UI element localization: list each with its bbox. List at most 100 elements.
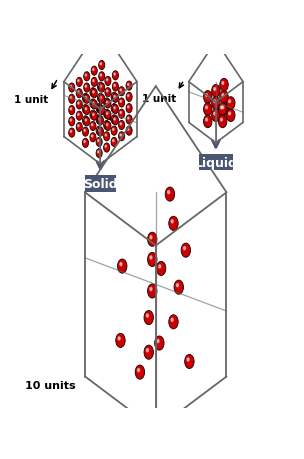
Circle shape	[171, 319, 173, 322]
Circle shape	[171, 220, 173, 224]
Circle shape	[96, 116, 102, 125]
Circle shape	[91, 67, 97, 76]
Polygon shape	[189, 42, 243, 103]
Circle shape	[146, 349, 148, 352]
Circle shape	[76, 90, 82, 99]
Circle shape	[144, 311, 154, 325]
Circle shape	[119, 110, 125, 119]
Circle shape	[137, 369, 140, 372]
Circle shape	[229, 113, 230, 116]
Circle shape	[111, 104, 117, 113]
Circle shape	[112, 105, 119, 114]
Polygon shape	[85, 193, 156, 430]
Circle shape	[99, 96, 100, 98]
Circle shape	[214, 89, 216, 91]
Circle shape	[91, 112, 97, 121]
Circle shape	[93, 92, 94, 94]
Circle shape	[214, 101, 216, 103]
Circle shape	[112, 72, 119, 81]
Circle shape	[99, 119, 100, 121]
Circle shape	[128, 129, 129, 131]
Circle shape	[97, 105, 103, 114]
Circle shape	[90, 89, 96, 98]
Circle shape	[220, 107, 223, 110]
Circle shape	[168, 191, 170, 194]
Circle shape	[97, 94, 103, 103]
Circle shape	[120, 112, 121, 114]
Circle shape	[147, 233, 157, 247]
Circle shape	[106, 102, 108, 104]
Circle shape	[212, 97, 220, 110]
Circle shape	[106, 79, 108, 82]
Circle shape	[112, 118, 114, 120]
Circle shape	[99, 84, 105, 93]
Circle shape	[85, 97, 87, 99]
Polygon shape	[189, 83, 216, 143]
Circle shape	[120, 134, 121, 137]
Circle shape	[119, 121, 125, 130]
Circle shape	[112, 117, 119, 126]
Circle shape	[98, 140, 99, 142]
Text: Solid: Solid	[83, 178, 118, 190]
Circle shape	[206, 119, 208, 122]
Circle shape	[70, 97, 71, 99]
Circle shape	[90, 111, 96, 120]
Circle shape	[76, 101, 82, 110]
Circle shape	[98, 106, 99, 109]
Circle shape	[104, 99, 110, 108]
Circle shape	[76, 123, 82, 132]
Circle shape	[92, 136, 93, 138]
Circle shape	[99, 130, 100, 132]
Circle shape	[93, 80, 94, 83]
Circle shape	[105, 101, 106, 103]
Circle shape	[206, 95, 208, 97]
Circle shape	[105, 77, 111, 86]
Circle shape	[218, 104, 227, 116]
Circle shape	[229, 101, 230, 103]
Circle shape	[84, 73, 90, 82]
Circle shape	[69, 118, 75, 127]
Circle shape	[91, 78, 97, 87]
Circle shape	[69, 106, 75, 115]
Circle shape	[176, 284, 178, 287]
Circle shape	[93, 114, 94, 116]
Circle shape	[105, 122, 111, 131]
Circle shape	[91, 90, 97, 99]
Circle shape	[105, 112, 106, 114]
Circle shape	[126, 82, 132, 91]
Circle shape	[126, 127, 132, 136]
Circle shape	[69, 84, 75, 93]
Circle shape	[78, 103, 79, 105]
Circle shape	[100, 108, 102, 111]
Circle shape	[116, 334, 125, 348]
Circle shape	[100, 64, 102, 66]
Circle shape	[84, 130, 85, 132]
Circle shape	[187, 358, 189, 361]
Circle shape	[93, 103, 94, 105]
Circle shape	[99, 85, 100, 87]
Circle shape	[111, 138, 117, 147]
Circle shape	[99, 62, 105, 71]
Polygon shape	[85, 87, 226, 246]
Circle shape	[70, 108, 71, 111]
Circle shape	[104, 110, 110, 119]
Circle shape	[93, 69, 94, 71]
Circle shape	[105, 123, 106, 125]
Circle shape	[147, 284, 157, 298]
Circle shape	[185, 355, 194, 369]
Circle shape	[84, 107, 85, 110]
Circle shape	[96, 138, 102, 147]
Circle shape	[214, 113, 216, 116]
Circle shape	[212, 85, 220, 98]
Text: 1 unit: 1 unit	[14, 95, 49, 105]
Circle shape	[156, 262, 166, 276]
Circle shape	[96, 149, 102, 158]
Circle shape	[212, 110, 220, 123]
Circle shape	[78, 80, 79, 83]
Circle shape	[218, 116, 227, 129]
Circle shape	[114, 107, 115, 110]
Circle shape	[82, 117, 88, 126]
FancyBboxPatch shape	[85, 176, 116, 192]
Circle shape	[112, 140, 114, 142]
Text: 10 units: 10 units	[25, 380, 76, 390]
